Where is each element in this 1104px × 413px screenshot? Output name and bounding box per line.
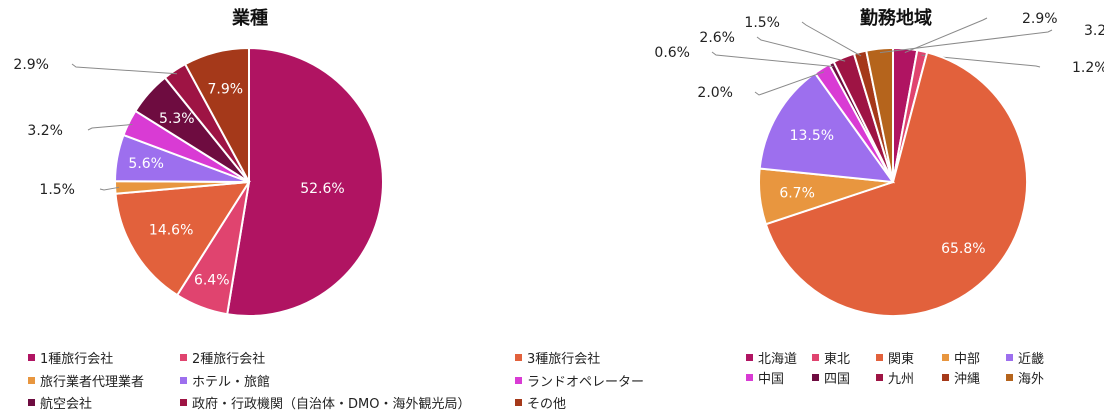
legend-swatch xyxy=(942,354,949,361)
data-label-1-7: 2.6% xyxy=(699,30,735,46)
leader-line-0-5 xyxy=(87,123,133,131)
legend-label: 航空会社 xyxy=(40,397,93,412)
data-label-1-0: 2.9% xyxy=(1022,11,1058,27)
legend-label: 2種旅行会社 xyxy=(192,352,266,367)
data-label-1-6: 0.6% xyxy=(654,45,690,61)
legend-item-1-8: 沖縄 xyxy=(942,368,980,387)
legend-label: ランドオペレーター xyxy=(527,375,645,390)
legend-swatch xyxy=(1006,374,1013,381)
slice-1-2 xyxy=(764,51,1028,317)
legend-item-1-3: 中部 xyxy=(942,348,980,367)
legend-label: 政府・行政機関（自治体・DMO・海外観光局） xyxy=(192,397,471,412)
leader-line-0-7 xyxy=(71,63,177,75)
data-label-1-1: 1.2% xyxy=(1072,60,1104,76)
legend-swatch xyxy=(28,399,35,406)
leader-line-1-5 xyxy=(754,71,825,96)
data-label-1-2: 65.8% xyxy=(941,241,985,257)
data-label-1-4: 13.5% xyxy=(790,128,834,144)
legend-label: 海外 xyxy=(1018,372,1045,387)
legend-swatch xyxy=(746,354,753,361)
legend-swatch xyxy=(812,374,819,381)
legend-item-0-3: 旅行業者代理業者 xyxy=(28,371,144,390)
legend-item-0-1: 2種旅行会社 xyxy=(180,348,265,367)
legend-item-0-7: 政府・行政機関（自治体・DMO・海外観光局） xyxy=(180,393,470,412)
legend-item-1-1: 東北 xyxy=(812,348,850,367)
data-label-0-2: 14.6% xyxy=(149,222,193,238)
leader-line-1-7 xyxy=(756,36,846,62)
legend-swatch xyxy=(180,354,187,361)
data-label-0-1: 6.4% xyxy=(194,273,230,289)
leader-line-0-3 xyxy=(99,186,120,191)
legend-swatch xyxy=(746,374,753,381)
slice-0-0 xyxy=(226,46,384,317)
legend-item-1-7: 九州 xyxy=(876,368,914,387)
chart-title-industry: 業種 xyxy=(232,8,268,29)
slice-1-9 xyxy=(865,46,894,183)
legend-label: ホテル・旅館 xyxy=(192,375,271,390)
legend-item-1-6: 四国 xyxy=(812,368,850,387)
legend-label: 中国 xyxy=(758,372,785,387)
legend-item-1-5: 中国 xyxy=(746,368,784,387)
data-label-0-6: 5.3% xyxy=(159,111,195,127)
leader-line-1-1 xyxy=(921,54,1041,68)
legend-item-1-9: 海外 xyxy=(1006,368,1044,387)
legend-item-1-0: 北海道 xyxy=(746,348,797,367)
data-label-0-7: 2.9% xyxy=(13,57,49,73)
legend-item-0-6: 航空会社 xyxy=(28,393,92,412)
chart-title-region: 勤務地域 xyxy=(860,8,932,29)
legend-label: その他 xyxy=(527,397,567,412)
legend-swatch xyxy=(515,377,522,384)
legend-swatch xyxy=(876,354,883,361)
leader-line-1-6 xyxy=(711,51,834,68)
data-label-0-5: 3.2% xyxy=(27,123,63,139)
legend-item-0-0: 1種旅行会社 xyxy=(28,348,113,367)
legend-item-1-2: 関東 xyxy=(876,348,914,367)
legend-label: 九州 xyxy=(888,372,915,387)
legend-item-1-4: 近畿 xyxy=(1006,348,1044,367)
data-label-1-3: 6.7% xyxy=(779,186,815,202)
legend-swatch xyxy=(812,354,819,361)
legend-swatch xyxy=(515,399,522,406)
data-label-1-8: 1.5% xyxy=(744,15,780,31)
data-label-0-4: 5.6% xyxy=(128,156,164,172)
data-label-1-9: 3.2% xyxy=(1084,23,1104,39)
leader-line-1-0 xyxy=(904,17,988,54)
legend-swatch xyxy=(942,374,949,381)
legend-item-0-2: 3種旅行会社 xyxy=(515,348,600,367)
leader-line-1-8 xyxy=(801,21,862,57)
legend-label: 沖縄 xyxy=(954,372,981,387)
legend-label: 東北 xyxy=(824,352,851,367)
legend-swatch xyxy=(1006,354,1013,361)
legend-item-0-5: ランドオペレーター xyxy=(515,371,644,390)
slice-0-8 xyxy=(183,46,250,183)
legend-item-0-8: その他 xyxy=(515,393,566,412)
legend-swatch xyxy=(28,377,35,384)
legend-item-0-4: ホテル・旅館 xyxy=(180,371,270,390)
data-label-1-5: 2.0% xyxy=(697,85,733,101)
leader-line-1-9 xyxy=(879,29,1053,54)
data-label-0-0: 52.6% xyxy=(300,181,344,197)
legend-label: 中部 xyxy=(954,352,981,367)
slice-0-2 xyxy=(114,180,251,297)
legend-label: 近畿 xyxy=(1018,352,1045,367)
legend-swatch xyxy=(876,374,883,381)
data-label-0-3: 1.5% xyxy=(39,182,75,198)
legend-label: 四国 xyxy=(824,372,851,387)
legend-label: 1種旅行会社 xyxy=(40,352,114,367)
legend-swatch xyxy=(180,377,187,384)
data-label-0-8: 7.9% xyxy=(208,81,244,97)
legend-swatch xyxy=(515,354,522,361)
legend-swatch xyxy=(180,399,187,406)
legend-label: 北海道 xyxy=(758,352,798,367)
legend-swatch xyxy=(28,354,35,361)
legend-label: 旅行業者代理業者 xyxy=(40,375,145,390)
legend-label: 3種旅行会社 xyxy=(527,352,601,367)
legend-label: 関東 xyxy=(888,352,915,367)
